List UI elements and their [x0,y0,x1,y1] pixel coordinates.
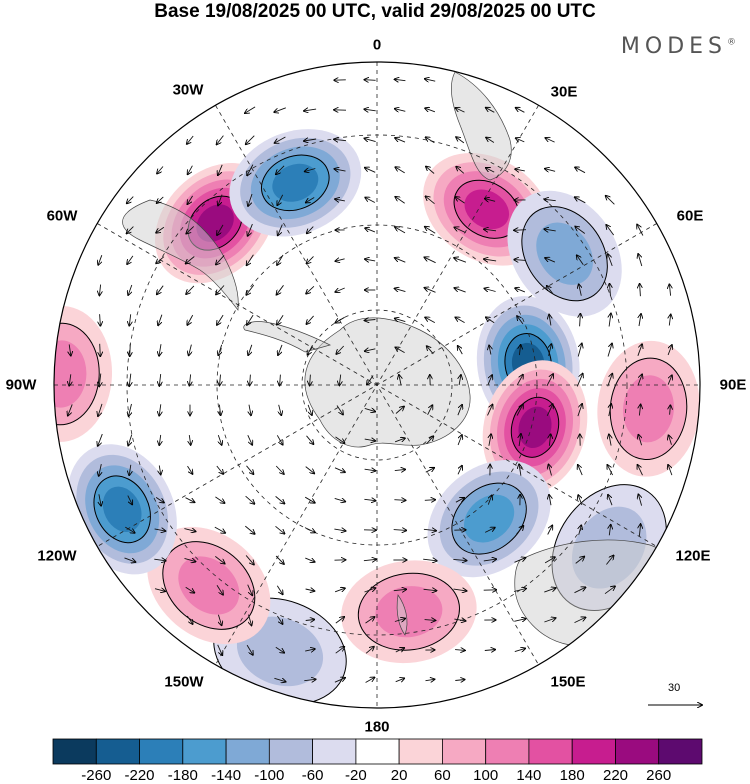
colorbar-tick: 260 [646,767,671,784]
colorbar-graphic [53,739,702,764]
colorbar-tick: -180 [168,767,198,784]
wind-vector [514,230,526,231]
wind-vector [425,500,435,501]
colorbar-tick: 220 [603,767,628,784]
colorbar-swatch [442,739,485,764]
colorbar-tick: -60 [302,767,324,784]
colorbar-swatch [616,739,659,764]
lon-label-60w: 60W [47,208,78,225]
colorbar-tick: 140 [516,767,541,784]
colorbar-swatch [269,739,312,764]
colorbar-swatch [356,739,399,764]
wind-vector [394,500,405,501]
colorbar-swatch [313,739,356,764]
lon-label-30e: 30E [551,84,578,101]
colorbar-tick: 20 [391,767,408,784]
lon-label-180: 180 [364,719,389,736]
lon-label-90e: 90E [720,377,747,394]
colorbar-tick: -260 [81,767,111,784]
colorbar-swatch [659,739,702,764]
wind-vector [130,344,131,356]
colorbar-swatch [399,739,442,764]
colorbar-tick: 180 [560,767,585,784]
australia-land [515,540,681,646]
colorbar-tick: 60 [434,767,451,784]
colorbar-swatch [140,739,183,764]
colorbar-swatch [529,739,572,764]
colorbar-swatch [183,739,226,764]
colorbar-tick: -220 [124,767,154,784]
reference-vector-value: 30 [668,682,680,694]
colorbar-tick: -100 [254,767,284,784]
lon-label-150e: 150E [550,674,585,691]
colorbar-tick: -140 [211,767,241,784]
lon-label-90w: 90W [6,377,37,394]
wind-vector [100,344,101,356]
colorbar-swatch [53,739,96,764]
lon-label-120w: 120W [37,548,76,565]
lon-label-120e: 120E [675,548,710,565]
lon-label-30w: 30W [173,82,204,99]
colorbar-swatch [572,739,615,764]
wind-vector [364,80,375,81]
colorbar-tick: -20 [345,767,367,784]
colorbar-swatch [486,739,529,764]
lon-label-150w: 150W [164,674,203,691]
lon-label-60e: 60E [677,208,704,225]
colorbar-swatch [226,739,269,764]
colorbar-swatch [96,739,139,764]
lon-label-0: 0 [373,37,381,54]
colorbar-tick: 100 [473,767,498,784]
